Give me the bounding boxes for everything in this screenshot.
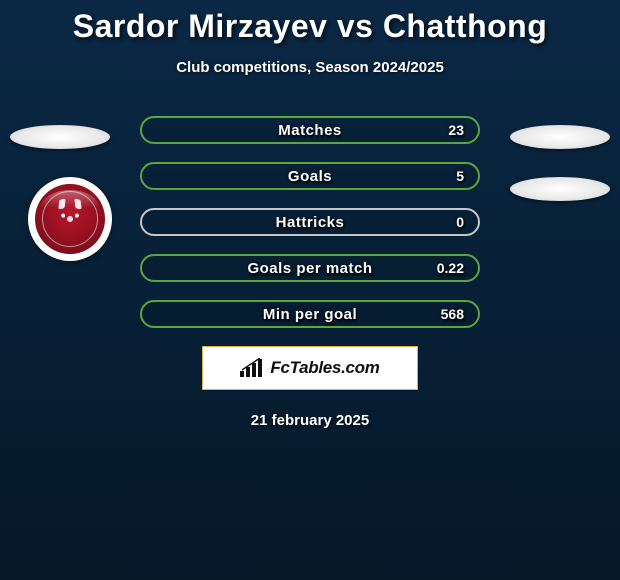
stat-bar: Min per goal 568 xyxy=(140,300,480,328)
stat-row-matches: Matches 23 xyxy=(0,116,620,144)
stat-label: Hattricks xyxy=(276,214,345,231)
brand-link[interactable]: FcTables.com xyxy=(202,346,418,390)
stat-row-goals: Goals 5 xyxy=(0,162,620,190)
stat-row-min-per-goal: Min per goal 568 xyxy=(0,300,620,328)
stat-label: Goals xyxy=(288,168,332,185)
stat-label: Goals per match xyxy=(247,260,372,277)
stats-chart: Matches 23 Goals 5 Hattricks 0 Goals per… xyxy=(0,116,620,328)
page-title: Sardor Mirzayev vs Chatthong xyxy=(0,0,620,45)
brand-label: FcTables.com xyxy=(270,358,379,378)
date-label: 21 february 2025 xyxy=(0,412,620,429)
subtitle: Club competitions, Season 2024/2025 xyxy=(0,59,620,76)
stat-value: 23 xyxy=(448,122,464,138)
stat-label: Min per goal xyxy=(263,306,357,323)
stat-bar: Goals per match 0.22 xyxy=(140,254,480,282)
stat-bar: Hattricks 0 xyxy=(140,208,480,236)
stat-label: Matches xyxy=(278,122,342,139)
brand-chart-icon xyxy=(240,358,264,378)
stat-row-hattricks: Hattricks 0 xyxy=(0,208,620,236)
stat-bar: Matches 23 xyxy=(140,116,480,144)
stat-value: 0.22 xyxy=(437,260,464,276)
stat-value: 568 xyxy=(441,306,464,322)
stat-value: 5 xyxy=(456,168,464,184)
stat-value: 0 xyxy=(456,214,464,230)
stat-row-goals-per-match: Goals per match 0.22 xyxy=(0,254,620,282)
stat-bar: Goals 5 xyxy=(140,162,480,190)
